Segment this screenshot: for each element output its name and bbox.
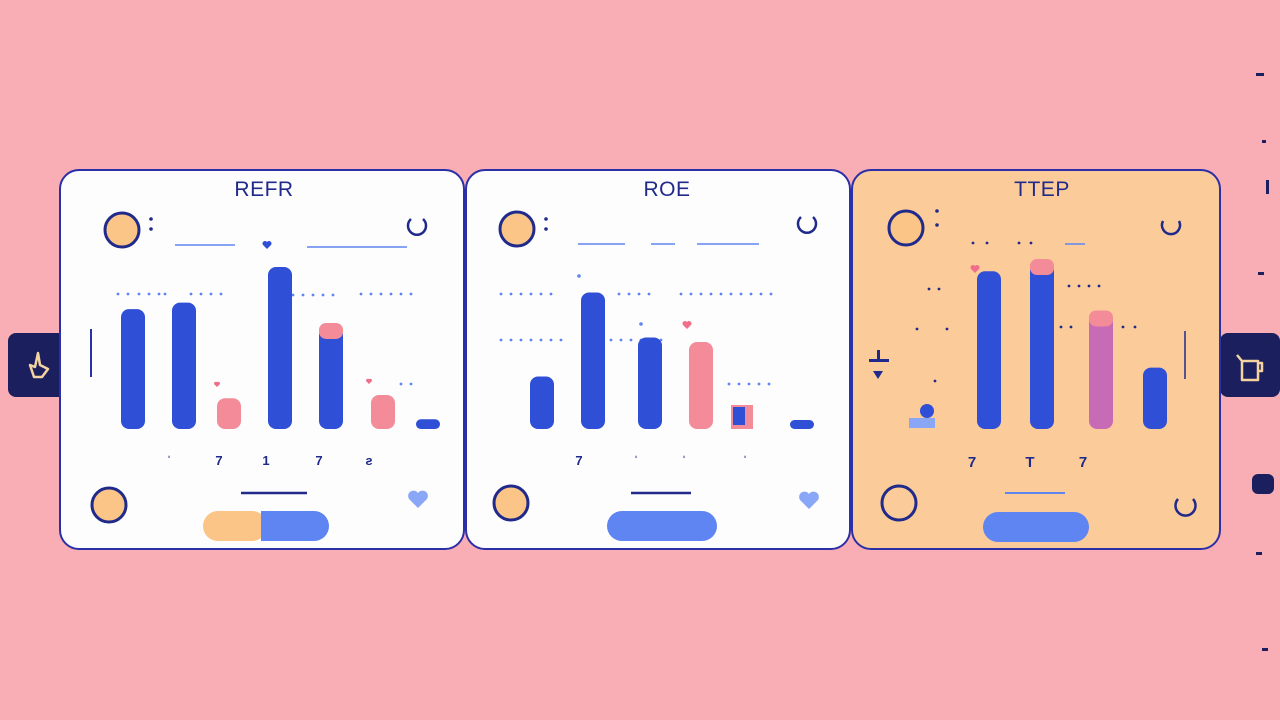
footer-avatar-circle	[90, 486, 128, 524]
tick-label: T	[1025, 454, 1034, 471]
bar[interactable]	[121, 309, 145, 429]
bar[interactable]	[530, 376, 554, 430]
card-1-chart: ˈ 7 1 7 ƨ	[90, 211, 440, 541]
previous-button[interactable]	[8, 333, 68, 397]
tick-label: 1	[262, 453, 269, 468]
bar-cap	[1030, 259, 1054, 275]
avatar-circle	[498, 210, 536, 248]
bar[interactable]	[1143, 367, 1167, 429]
bars	[530, 292, 814, 430]
tick-label: 7	[215, 453, 222, 468]
refresh-icon	[406, 218, 428, 236]
next-button[interactable]	[1220, 333, 1280, 397]
bar[interactable]	[416, 419, 440, 429]
tick-label: 7	[1079, 454, 1087, 471]
bar[interactable]	[319, 326, 343, 429]
bar[interactable]	[1030, 263, 1054, 429]
footer-pill	[607, 511, 717, 541]
tick-label: ƨ	[365, 453, 372, 468]
refresh-icon	[796, 216, 818, 234]
tick-labels: ˈ 7 1 7 ƨ	[167, 453, 373, 468]
chart-card-1[interactable]: ˈ 7 1 7 ƨ REFR	[59, 169, 465, 550]
bar-cap	[319, 322, 343, 339]
chart-card-2[interactable]: 7 ˈ ˈ ˈ ROE	[465, 169, 851, 550]
download-icon	[869, 350, 889, 379]
tick-label: ˈ	[682, 453, 686, 468]
footer-avatar-circle	[880, 484, 918, 522]
avatar-circle	[887, 209, 925, 247]
tick-label: ˈ	[167, 453, 171, 468]
tick-label: 7	[315, 453, 322, 468]
footer-pill	[983, 512, 1089, 542]
bar[interactable]	[689, 342, 713, 429]
bars	[121, 267, 440, 429]
tick-label: 7	[575, 453, 582, 468]
pointer-hand-icon	[28, 351, 50, 379]
heart-icon	[799, 491, 819, 509]
card-2-title: ROE	[643, 178, 691, 201]
refresh-icon-footer	[1174, 498, 1197, 517]
bars	[977, 259, 1167, 429]
tick-label: ˈ	[743, 453, 747, 468]
bar[interactable]	[977, 271, 1001, 429]
card-1-title: REFR	[234, 178, 294, 201]
bar[interactable]	[268, 267, 292, 429]
tick-label: 7	[968, 454, 976, 471]
footer-pill-left	[203, 511, 267, 541]
cup-icon	[1236, 354, 1264, 382]
tick-labels: 7 ˈ ˈ ˈ	[575, 453, 747, 468]
footer-avatar-circle	[492, 484, 530, 522]
bar[interactable]	[172, 302, 196, 429]
tick-labels: 7 T 7	[968, 454, 1087, 471]
bar[interactable]	[1089, 314, 1113, 429]
bar[interactable]	[581, 292, 605, 430]
bar[interactable]	[638, 337, 662, 430]
chart-card-3[interactable]: 7 T 7 TTEP	[851, 169, 1221, 550]
card-2-chart: 7 ˈ ˈ ˈ	[492, 210, 819, 541]
bar[interactable]	[217, 398, 241, 429]
refresh-icon	[1160, 220, 1182, 236]
bar[interactable]	[371, 394, 395, 429]
card-3-title: TTEP	[1014, 178, 1070, 201]
tick-label: ˈ	[634, 453, 638, 468]
heart-icon	[408, 490, 428, 508]
card-3-chart: 7 T 7	[869, 209, 1197, 542]
bar-cap	[1089, 310, 1113, 327]
scroll-thumb[interactable]	[1252, 474, 1274, 494]
bar[interactable]	[790, 420, 814, 429]
avatar-circle	[103, 211, 141, 249]
